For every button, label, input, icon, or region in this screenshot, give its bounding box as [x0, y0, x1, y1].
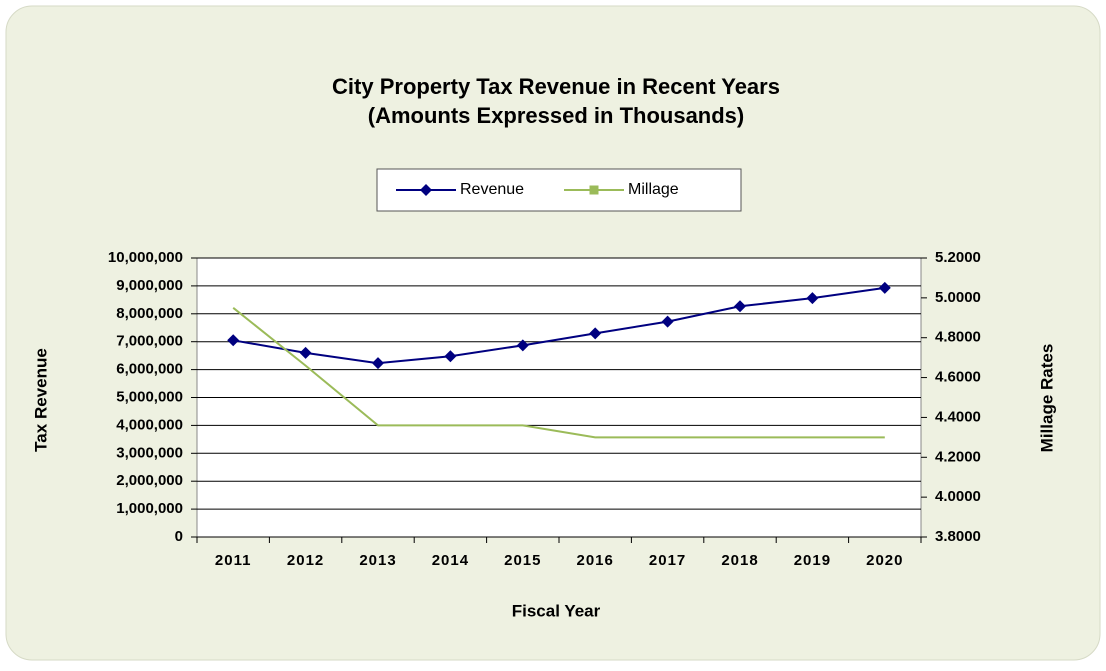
point	[444, 350, 457, 363]
y-tick-label: 2,000,000	[116, 472, 183, 489]
y2-tick-label: 4.4000	[935, 408, 981, 425]
y2-axis-label: Millage Rates	[1037, 344, 1056, 453]
y-tick-label: 8,000,000	[116, 305, 183, 322]
series-line	[233, 286, 885, 365]
x-tick-label: 2015	[504, 552, 541, 569]
point	[227, 334, 240, 347]
y-tick-label: 6,000,000	[116, 361, 183, 378]
chart-subtitle: (Amounts Expressed in Thousands)	[368, 103, 745, 128]
y-tick-label: 10,000,000	[108, 249, 183, 266]
y2-tick-label: 4.0000	[935, 488, 981, 505]
x-tick-label: 2011	[215, 552, 252, 569]
x-tick-label: 2020	[866, 552, 903, 569]
point	[806, 292, 819, 305]
point	[516, 339, 529, 352]
point	[661, 315, 674, 328]
y2-tick-label: 5.0000	[935, 289, 981, 306]
y2-tick-label: 4.6000	[935, 369, 981, 386]
point	[734, 300, 746, 313]
x-tick-label: 2018	[721, 552, 758, 569]
x-tick-label: 2019	[794, 552, 831, 569]
series-line	[232, 307, 885, 439]
point	[299, 346, 312, 359]
y-tick-label: 1,000,000	[116, 500, 183, 517]
x-tick-label: 2012	[287, 552, 324, 569]
x-tick-label: 2016	[577, 552, 614, 569]
point	[372, 357, 384, 370]
x-tick-label: 2017	[649, 552, 686, 569]
x-tick-label: 2014	[432, 552, 469, 569]
y2-tick-label: 4.8000	[935, 329, 981, 346]
point	[878, 281, 891, 294]
point	[589, 327, 602, 340]
y-tick-label: 7,000,000	[116, 333, 183, 350]
y2-tick-label: 4.2000	[935, 448, 981, 465]
y2-tick-label: 3.8000	[935, 528, 981, 545]
legend-label: Millage	[628, 181, 679, 198]
y2-tick-label: 5.2000	[935, 249, 981, 266]
y-tick-label: 4,000,000	[116, 416, 183, 433]
y-tick-label: 5,000,000	[116, 388, 183, 405]
chart-title: City Property Tax Revenue in Recent Year…	[332, 74, 780, 99]
x-axis-label: Fiscal Year	[512, 601, 601, 620]
y-tick-label: 9,000,000	[116, 277, 183, 294]
legend-label: Revenue	[460, 181, 524, 198]
x-tick-label: 2013	[359, 552, 396, 569]
y-tick-label: 0	[175, 528, 183, 545]
y-axis-label: Tax Revenue	[31, 348, 50, 452]
point	[420, 184, 432, 196]
point	[589, 185, 599, 195]
y-tick-label: 3,000,000	[116, 444, 183, 461]
